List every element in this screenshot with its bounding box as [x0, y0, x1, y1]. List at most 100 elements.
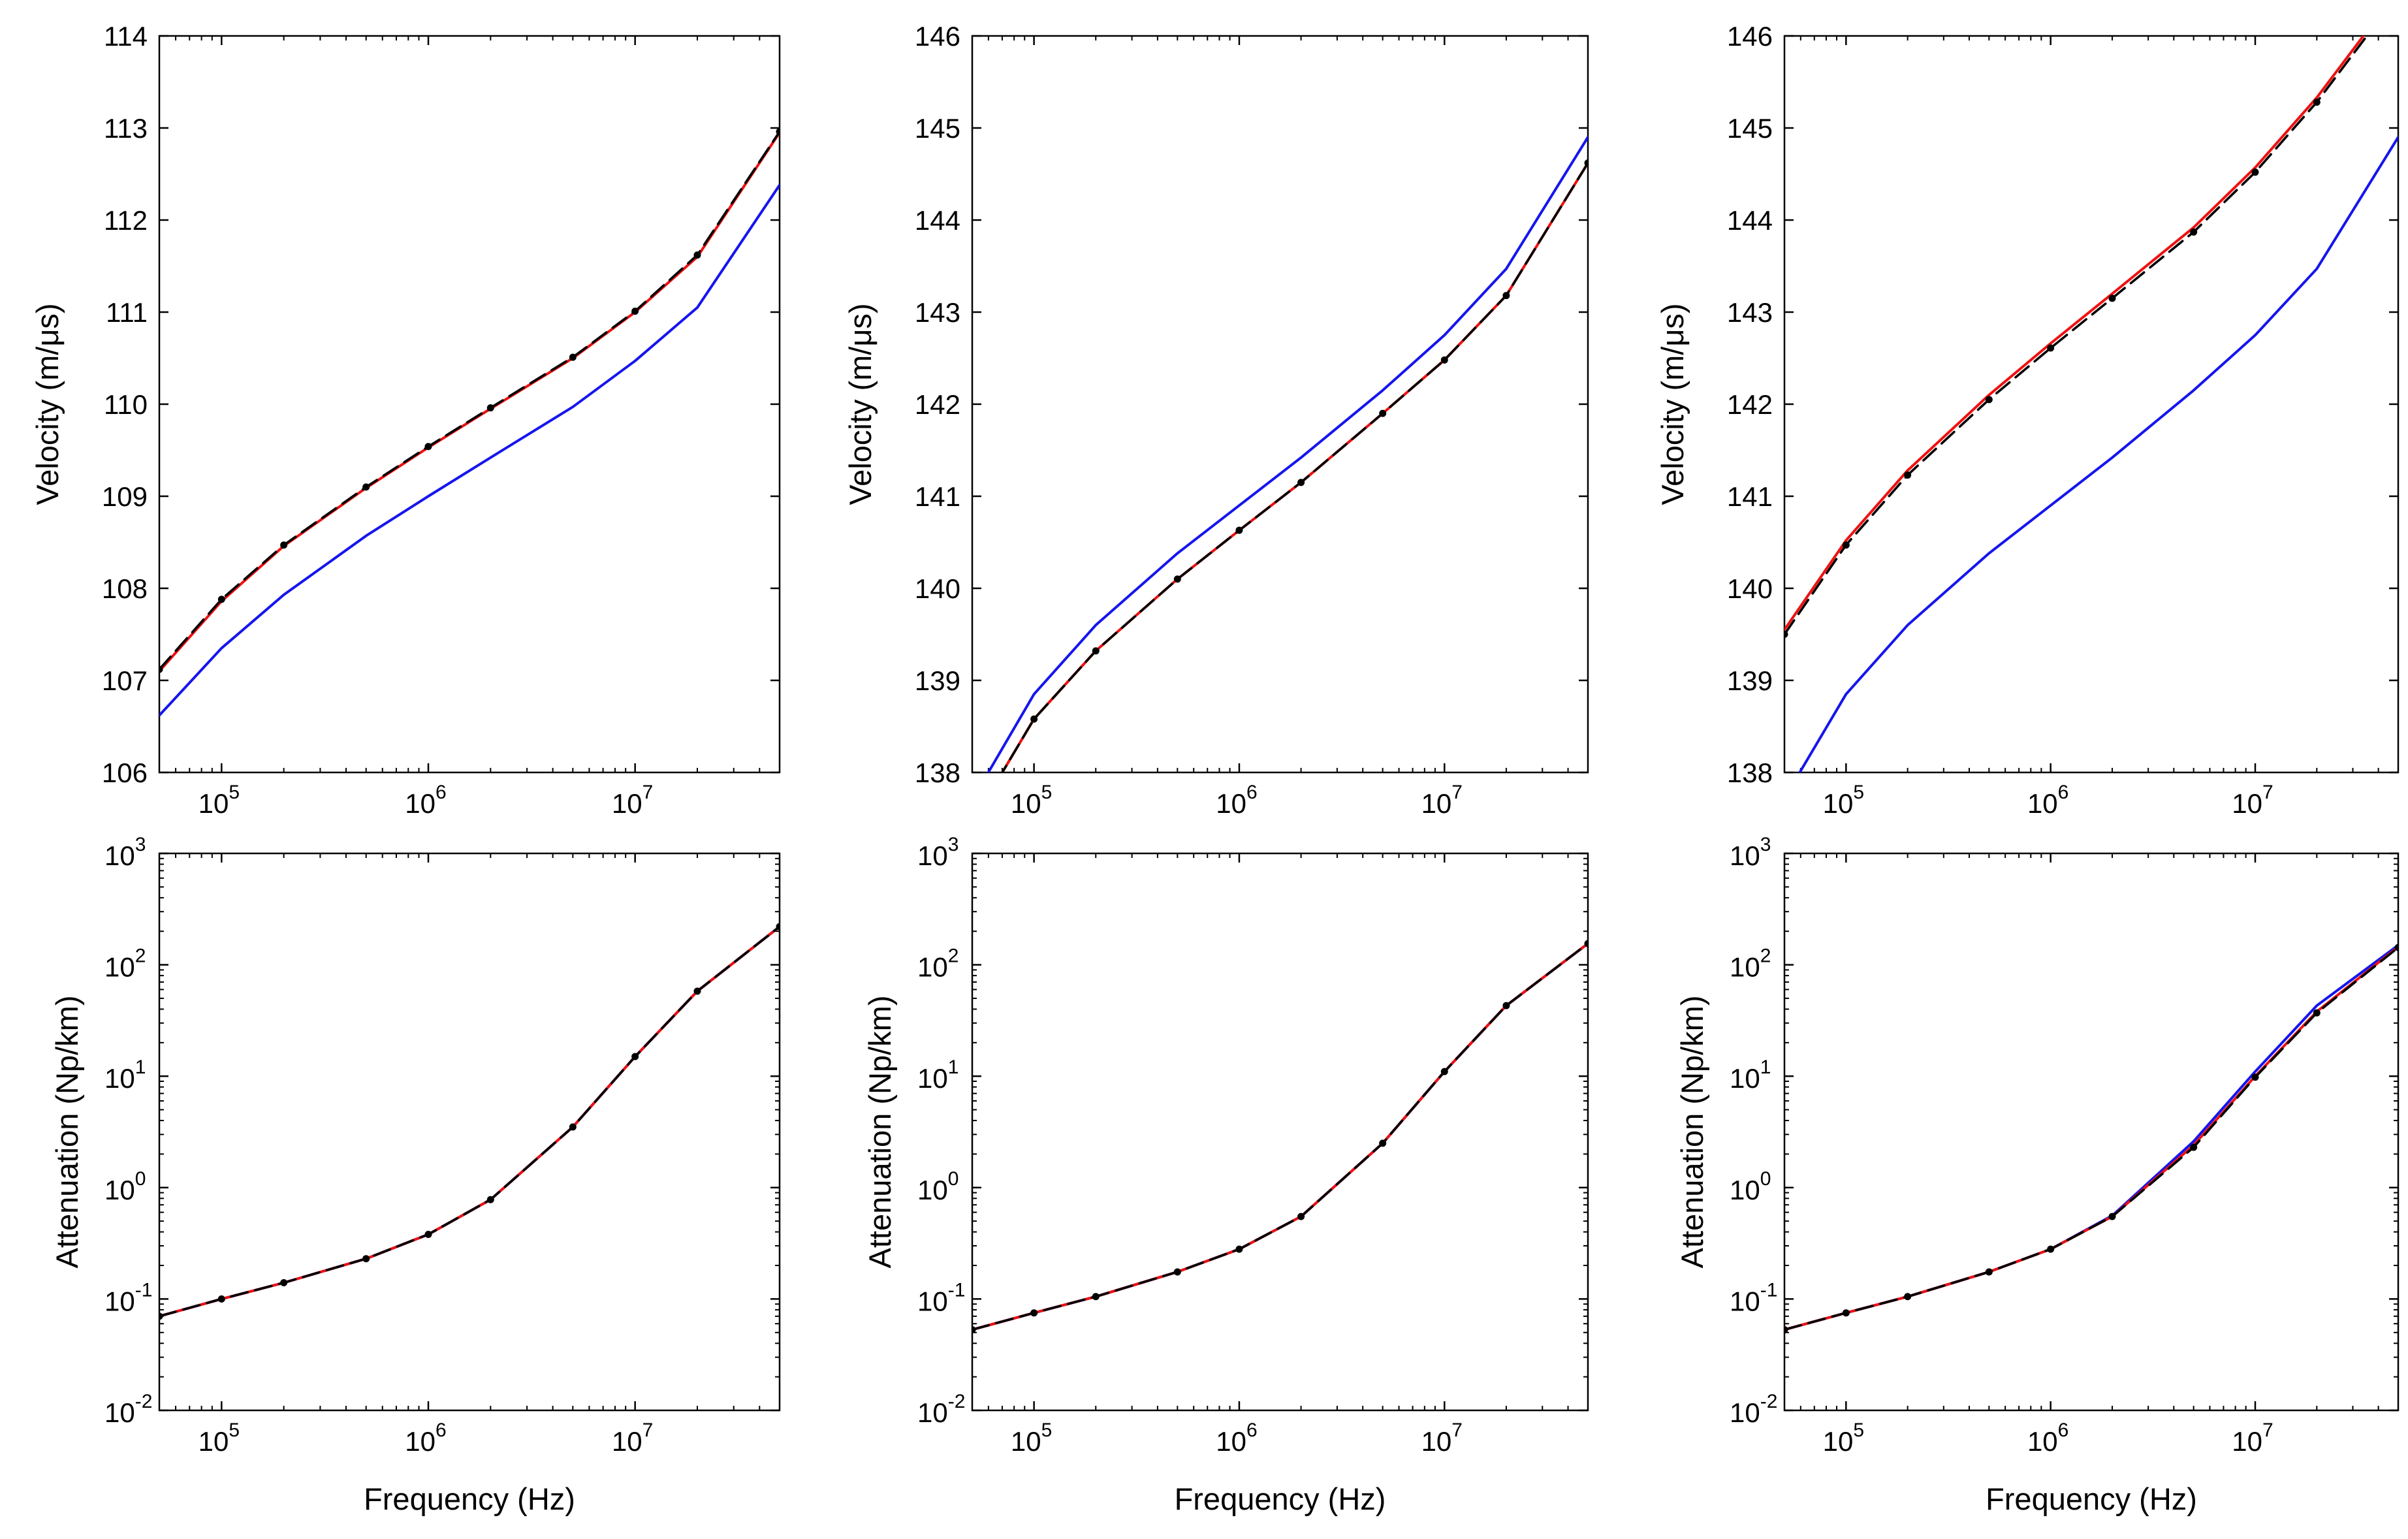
x-tick-exponent: 7 [642, 782, 654, 803]
y-tick-exponent: 0 [135, 1168, 146, 1190]
data-point-marker [1030, 715, 1038, 723]
series-line-red [1784, 36, 2366, 631]
y-tick-label: 10-1 [104, 1279, 152, 1316]
x-axis-label: Frequency (Hz) [364, 1482, 575, 1516]
x-tick-label: 105 [198, 782, 240, 819]
data-point-marker [486, 1196, 494, 1203]
y-tick-label: 143 [915, 297, 960, 328]
y-tick-exponent: 0 [948, 1168, 959, 1190]
y-tick-base: 10 [104, 952, 135, 983]
data-point-marker [217, 1295, 225, 1303]
y-tick-label: 142 [915, 389, 960, 420]
data-point-marker [1173, 1268, 1181, 1276]
y-tick-label: 138 [1727, 757, 1773, 788]
data-point-marker [1784, 1325, 1788, 1333]
data-point-marker [969, 819, 976, 827]
x-tick-label: 106 [2027, 1420, 2068, 1457]
data-point-marker [1092, 647, 1100, 655]
y-tick-base: 10 [104, 1286, 135, 1316]
series-line-black-dashed [159, 130, 780, 671]
x-tick-exponent: 5 [1041, 1420, 1053, 1441]
series-line-blue [159, 183, 780, 717]
y-tick-label: 111 [106, 297, 148, 328]
y-tick-base: 10 [1730, 952, 1760, 983]
y-tick-base: 10 [1730, 840, 1760, 871]
y-tick-label: 10-2 [1730, 1391, 1777, 1428]
x-tick-base: 10 [1421, 1426, 1452, 1457]
y-tick-label: 10-1 [917, 1279, 965, 1316]
y-tick-label: 109 [102, 481, 148, 512]
y-tick-label: 144 [915, 205, 960, 236]
x-tick-exponent: 5 [229, 1420, 240, 1441]
y-tick-base: 10 [917, 1397, 948, 1428]
y-tick-label: 141 [1727, 481, 1773, 512]
y-axis-label: Attenuation (Np/km) [50, 996, 84, 1269]
x-tick-base: 10 [198, 1426, 229, 1457]
panel-velocity-1: 105 106 107106107108109110111112113114Velo… [30, 21, 781, 819]
y-tick-label: 146 [1727, 21, 1773, 52]
x-tick-exponent: 6 [436, 782, 447, 803]
y-tick-exponent: -1 [1760, 1279, 1778, 1301]
y-tick-label: 101 [1730, 1056, 1771, 1094]
y-tick-base: 10 [917, 840, 948, 871]
data-point-marker [1784, 631, 1788, 638]
y-tick-base: 10 [1730, 1175, 1760, 1205]
y-tick-label: 102 [1730, 945, 1771, 983]
y-tick-label: 107 [102, 665, 148, 696]
y-tick-base: 10 [1730, 1286, 1760, 1316]
data-point-marker [1985, 396, 1993, 404]
data-point-marker [569, 1123, 577, 1131]
data-point-marker [1904, 471, 1912, 479]
y-tick-label: 100 [1730, 1168, 1771, 1205]
data-point-marker [424, 443, 432, 451]
x-tick-base: 10 [2027, 1426, 2058, 1457]
series-line-black-dashed [159, 925, 780, 1318]
axes-box [971, 852, 1589, 1412]
y-tick-label: 142 [1727, 389, 1773, 420]
x-tick-label: 107 [1421, 1420, 1463, 1457]
y-tick-label: 145 [1727, 113, 1773, 144]
y-tick-exponent: -1 [948, 1279, 966, 1301]
x-tick-label: 105 [1011, 1420, 1052, 1457]
y-tick-exponent: -2 [1760, 1391, 1778, 1412]
y-tick-label: 114 [104, 21, 148, 52]
y-tick-exponent: -1 [135, 1279, 153, 1301]
data-point-marker [1379, 409, 1387, 417]
data-point-marker [2190, 228, 2198, 236]
y-tick-exponent: -2 [135, 1391, 153, 1412]
y-tick-label: 10-2 [917, 1391, 965, 1428]
y-tick-label: 102 [104, 945, 146, 983]
y-tick-label: 101 [917, 1056, 958, 1094]
y-tick-label: 106 [102, 757, 148, 788]
y-tick-label: 103 [917, 834, 958, 871]
x-axis-label: Frequency (Hz) [1986, 1482, 2197, 1516]
series-line-blue [987, 136, 1588, 772]
y-axis-label: Attenuation (Np/km) [863, 996, 897, 1269]
y-tick-label: 103 [1730, 834, 1771, 871]
y-tick-label: 146 [915, 21, 960, 52]
y-tick-exponent: 1 [948, 1056, 959, 1078]
data-point-marker [159, 665, 163, 673]
panel-attenuation-1: 105 106 10710-210-1100101102103Attenuation… [50, 834, 781, 1516]
data-point-marker [362, 1255, 370, 1263]
y-tick-base: 10 [917, 952, 948, 983]
x-tick-base: 10 [1421, 788, 1452, 819]
series-line-black-dashed [1784, 946, 2398, 1331]
data-point-marker [776, 923, 780, 930]
y-tick-base: 10 [917, 1286, 948, 1316]
data-point-marker [1297, 1213, 1305, 1220]
x-tick-label: 105 [1823, 782, 1864, 819]
x-tick-base: 10 [1011, 788, 1041, 819]
data-point-marker [1985, 1268, 1993, 1276]
x-tick-exponent: 6 [2058, 1420, 2069, 1441]
x-tick-base: 10 [612, 788, 642, 819]
data-point-marker [776, 128, 780, 136]
x-tick-label: 105 [1011, 782, 1052, 819]
y-tick-exponent: 2 [135, 945, 146, 967]
y-tick-label: 112 [104, 205, 148, 236]
data-point-marker [362, 483, 370, 491]
data-point-marker [1502, 1002, 1510, 1009]
x-tick-base: 10 [612, 1426, 642, 1457]
plot-area [972, 940, 1588, 1333]
y-tick-exponent: 3 [135, 834, 146, 855]
